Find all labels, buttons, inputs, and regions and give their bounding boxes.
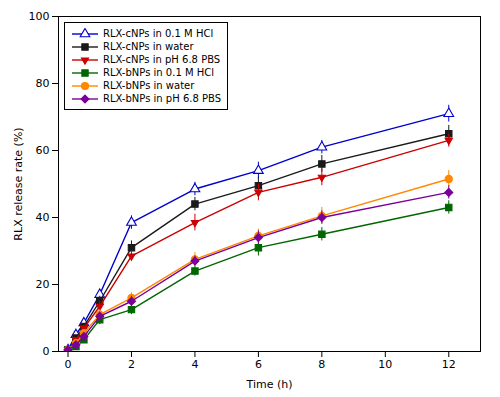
svg-text:100: 100 xyxy=(29,10,50,23)
svg-text:2: 2 xyxy=(128,358,135,371)
svg-text:RLX release rate (%): RLX release rate (%) xyxy=(12,127,25,240)
svg-text:0: 0 xyxy=(65,358,72,371)
html-text:RLX-cNPs in 0.1 M HCl: RLX-cNPs in 0.1 M HCl xyxy=(103,28,214,39)
html-text:RLX-bNPs in water: RLX-bNPs in water xyxy=(103,80,195,91)
html-text:RLX-bNPs in pH 6.8 PBS: RLX-bNPs in pH 6.8 PBS xyxy=(103,93,221,104)
svg-text:60: 60 xyxy=(36,144,50,157)
svg-text:0: 0 xyxy=(43,345,50,358)
svg-text:8: 8 xyxy=(318,358,325,371)
svg-text:6: 6 xyxy=(255,358,262,371)
html-text:RLX-bNPs in 0.1 M HCl: RLX-bNPs in 0.1 M HCl xyxy=(103,67,214,78)
html-text:RLX-cNPs in water: RLX-cNPs in water xyxy=(103,41,194,52)
svg-text:80: 80 xyxy=(36,77,50,90)
svg-text:Time (h): Time (h) xyxy=(246,378,293,391)
svg-text:12: 12 xyxy=(442,358,456,371)
svg-text:40: 40 xyxy=(36,211,50,224)
svg-text:4: 4 xyxy=(191,358,198,371)
svg-text:10: 10 xyxy=(378,358,392,371)
html-text:RLX-cNPs in pH 6.8 PBS: RLX-cNPs in pH 6.8 PBS xyxy=(103,54,221,65)
svg-text:20: 20 xyxy=(36,278,50,291)
